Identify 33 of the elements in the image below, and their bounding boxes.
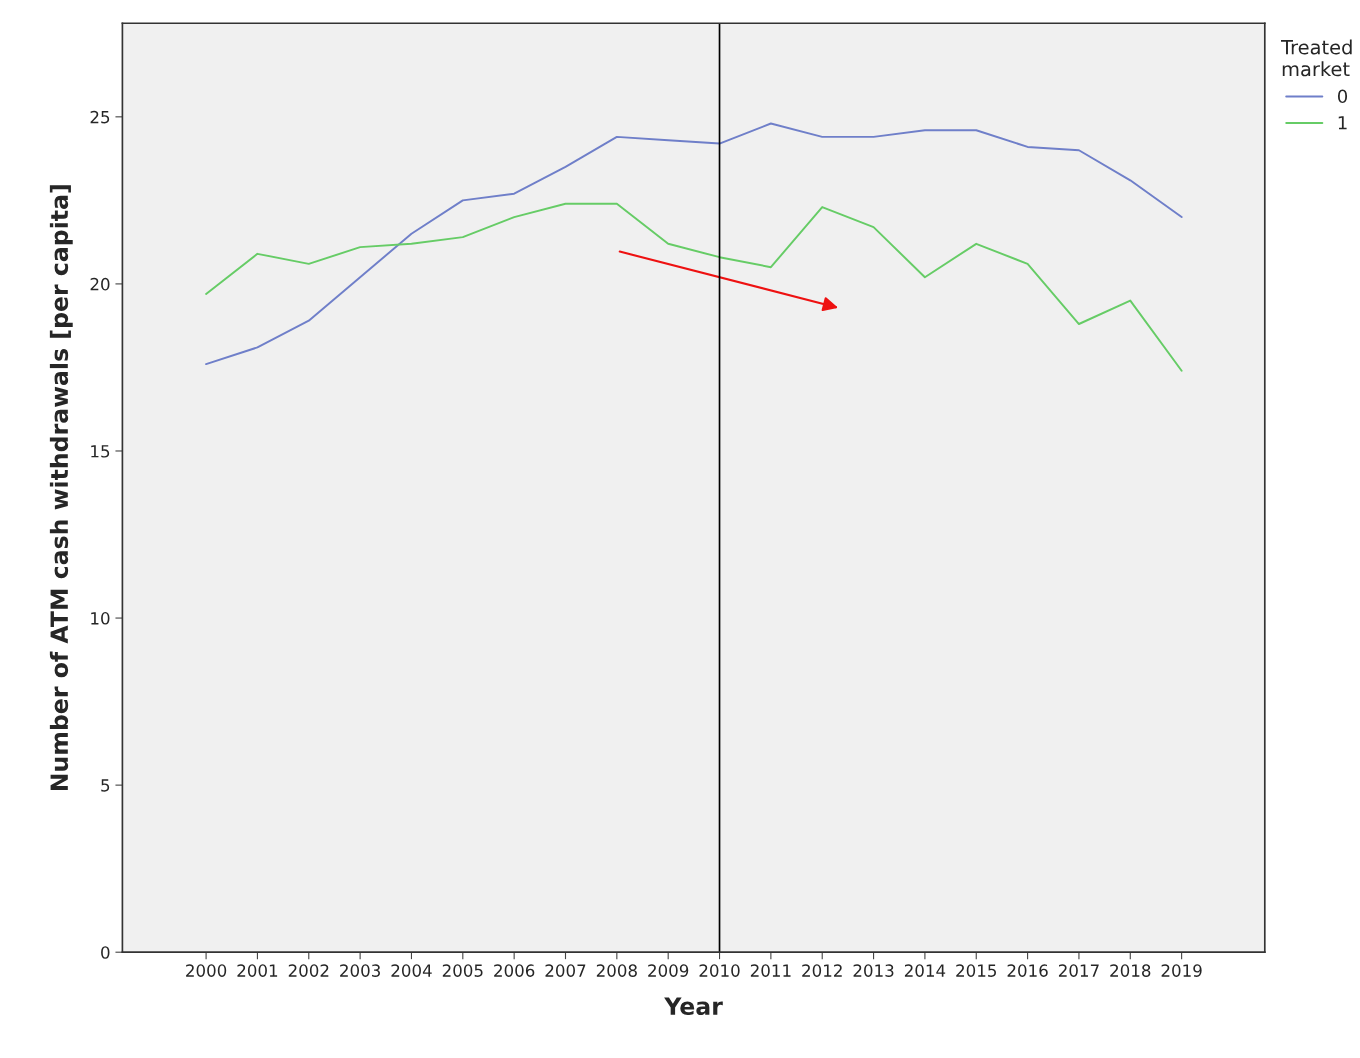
y-tick-label: 15 [91, 445, 110, 458]
x-tick-label: 2013 [853, 964, 894, 977]
y-tick-label: 25 [90, 110, 110, 124]
x-tick-label: 2008 [596, 964, 637, 977]
x-tick-label: 2015 [956, 964, 996, 977]
x-tick-label: 2019 [1161, 964, 1202, 977]
x-tick-label: 2012 [802, 964, 842, 977]
y-tick-label: 5 [101, 779, 110, 792]
y-axis-title: Number of ATM cash withdrawals [per capita] [49, 185, 73, 791]
x-tick-label: 2003 [340, 964, 380, 977]
x-tick-label: 2007 [545, 964, 586, 977]
y-tick-label: 0 [101, 946, 110, 959]
x-tick-label: 2017 [1058, 964, 1099, 977]
y-tick-label: 20 [90, 277, 110, 291]
line-series [205, 202, 1183, 372]
x-tick-label: 2009 [648, 964, 689, 977]
legend-label: 0 [1337, 89, 1348, 104]
y-tick-label: 10 [91, 612, 110, 625]
x-tick-label: 2001 [237, 964, 278, 977]
line-series [205, 122, 1183, 366]
x-tick-label: 2005 [442, 964, 483, 977]
x-tick-label: 2006 [494, 964, 535, 977]
legend-label: 1 [1338, 116, 1347, 130]
x-tick-label: 2011 [750, 964, 791, 977]
x-axis-title: Year [664, 997, 723, 1016]
x-tick-label: 2016 [1007, 964, 1048, 977]
x-tick-label: 2004 [391, 964, 432, 977]
x-tick-label: 2018 [1110, 964, 1151, 977]
x-tick-label: 2002 [288, 964, 329, 977]
legend-title: Treated market [1280, 39, 1352, 77]
x-tick-label: 2000 [186, 964, 227, 977]
x-tick-label: 2010 [699, 964, 740, 977]
x-tick-label: 2014 [904, 964, 946, 977]
